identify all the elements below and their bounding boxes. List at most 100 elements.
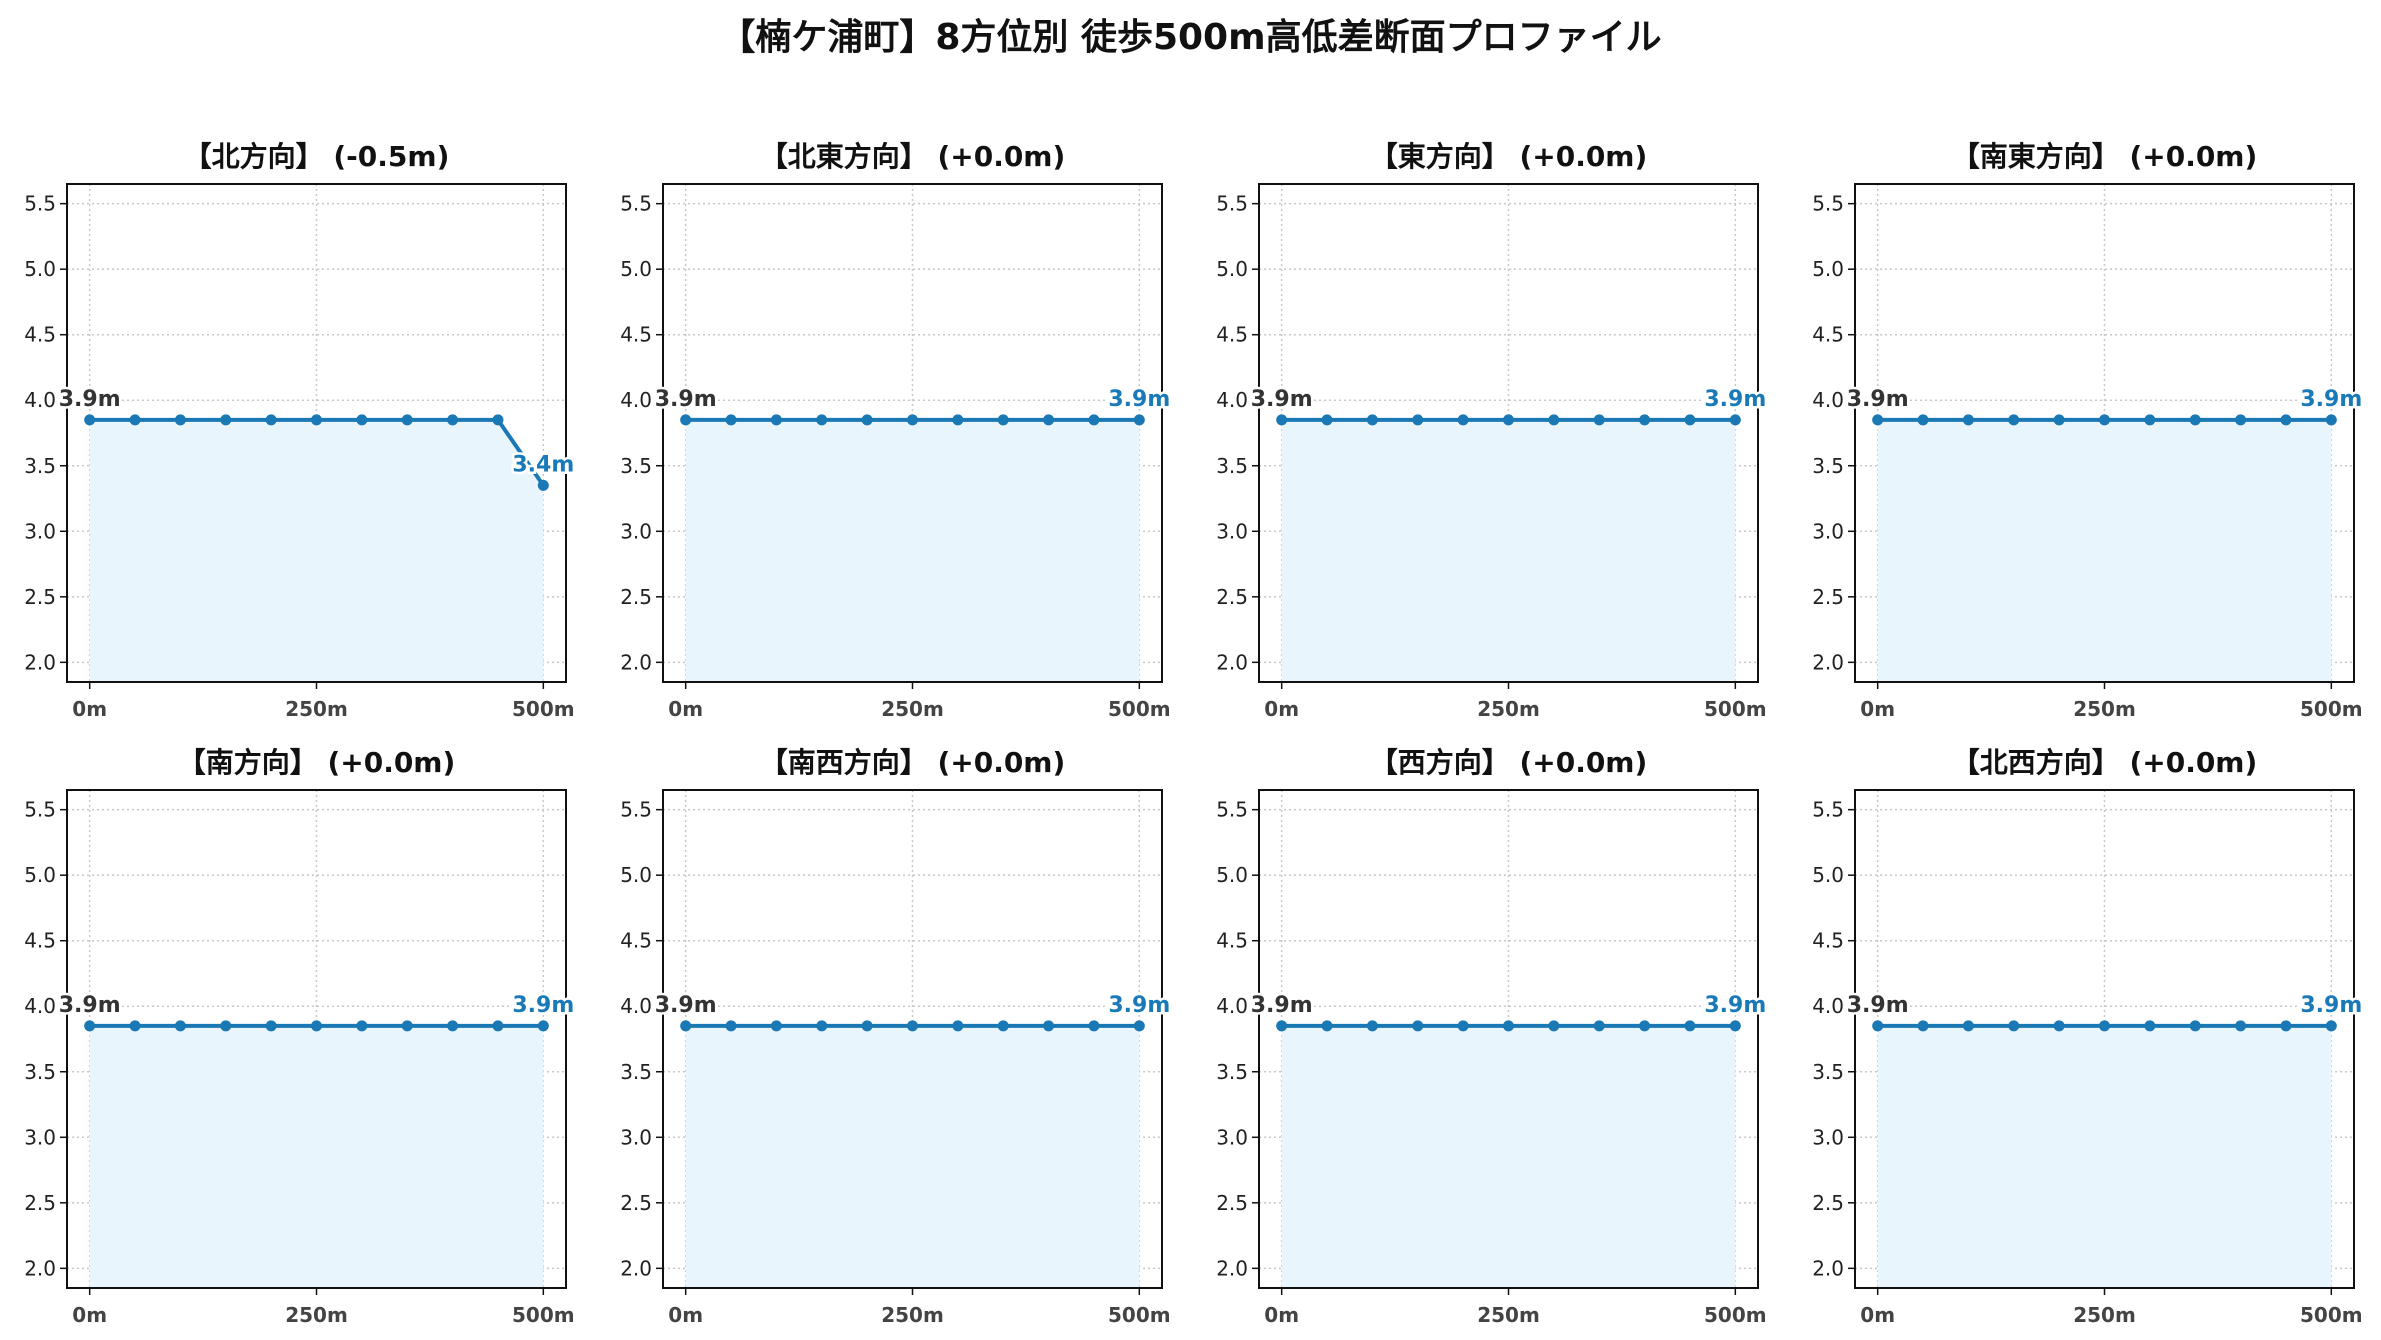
y-tick-label: 5.0 bbox=[620, 863, 652, 887]
elevation-point bbox=[816, 1020, 828, 1032]
x-tick-label: 0m bbox=[668, 1303, 703, 1327]
elevation-point bbox=[537, 479, 549, 491]
y-tick-label: 2.5 bbox=[1216, 1191, 1248, 1215]
elevation-point bbox=[1043, 414, 1055, 426]
elevation-point bbox=[492, 1020, 504, 1032]
elevation-point bbox=[1276, 414, 1288, 426]
profile-panel-5: 【南方向】 (+0.0m) 2.0 2.5 3.0 3.5 4.0 4.5 5.0 5.5 0m 2… bbox=[24, 746, 577, 1327]
y-tick-label: 4.0 bbox=[620, 994, 652, 1018]
elevation-point bbox=[1457, 1020, 1469, 1032]
y-tick-label: 5.5 bbox=[24, 798, 56, 822]
elevation-point bbox=[1276, 1020, 1288, 1032]
elevation-point bbox=[770, 1020, 782, 1032]
end-elevation-label: 3.9m bbox=[1704, 387, 1766, 412]
y-tick-label: 2.0 bbox=[24, 650, 56, 674]
panel-title: 【北西方向】 (+0.0m) bbox=[1952, 746, 2258, 779]
end-elevation-label: 3.9m bbox=[2300, 387, 2362, 412]
x-tick-label: 250m bbox=[285, 697, 348, 721]
y-tick-label: 3.5 bbox=[620, 1060, 652, 1084]
y-tick-label: 3.0 bbox=[1812, 519, 1844, 543]
start-elevation-label: 3.9m bbox=[59, 387, 121, 412]
y-tick-label: 3.5 bbox=[620, 454, 652, 478]
start-elevation-label: 3.9m bbox=[655, 993, 717, 1018]
start-elevation-label: 3.9m bbox=[1847, 387, 1909, 412]
elevation-point bbox=[1593, 414, 1605, 426]
y-tick-label: 3.5 bbox=[1216, 454, 1248, 478]
panel-title: 【南西方向】 (+0.0m) bbox=[760, 746, 1066, 779]
elevation-point bbox=[2235, 414, 2247, 426]
elevation-area bbox=[1281, 1025, 1736, 1288]
y-tick-label: 3.0 bbox=[24, 1125, 56, 1149]
x-tick-label: 500m bbox=[1108, 697, 1171, 721]
x-tick-label: 250m bbox=[1477, 1303, 1540, 1327]
elevation-point bbox=[401, 1020, 413, 1032]
elevation-point bbox=[1917, 1020, 1929, 1032]
elevation-point bbox=[1593, 1020, 1605, 1032]
panel-title: 【西方向】 (+0.0m) bbox=[1370, 746, 1648, 779]
elevation-point bbox=[2099, 1020, 2110, 1032]
elevation-point bbox=[907, 414, 918, 426]
elevation-point bbox=[1639, 414, 1651, 426]
elevation-point bbox=[492, 414, 504, 426]
y-tick-label: 2.0 bbox=[1812, 1256, 1844, 1280]
y-tick-label: 2.5 bbox=[1216, 585, 1248, 609]
y-tick-label: 2.5 bbox=[1812, 1191, 1844, 1215]
elevation-point bbox=[537, 1020, 549, 1032]
elevation-point bbox=[1962, 1020, 1974, 1032]
start-elevation-label: 3.9m bbox=[1847, 993, 1909, 1018]
elevation-point bbox=[174, 414, 186, 426]
elevation-point bbox=[861, 414, 873, 426]
start-elevation-label: 3.9m bbox=[1251, 387, 1313, 412]
y-tick-label: 3.0 bbox=[1216, 1125, 1248, 1149]
y-tick-label: 3.0 bbox=[1812, 1125, 1844, 1149]
y-tick-label: 3.0 bbox=[24, 519, 56, 543]
elevation-point bbox=[1729, 1020, 1741, 1032]
y-tick-label: 4.5 bbox=[24, 323, 56, 347]
elevation-point bbox=[1321, 1020, 1333, 1032]
y-tick-label: 5.0 bbox=[620, 257, 652, 281]
x-tick-label: 0m bbox=[1860, 697, 1895, 721]
x-tick-label: 500m bbox=[2300, 1303, 2363, 1327]
x-tick-label: 0m bbox=[1860, 1303, 1895, 1327]
elevation-point bbox=[1548, 414, 1560, 426]
end-elevation-label: 3.9m bbox=[1704, 993, 1766, 1018]
y-tick-label: 2.0 bbox=[24, 1256, 56, 1280]
y-tick-label: 5.0 bbox=[1216, 863, 1248, 887]
elevation-point bbox=[1917, 414, 1929, 426]
y-tick-label: 2.0 bbox=[1812, 650, 1844, 674]
elevation-point bbox=[2325, 414, 2337, 426]
elevation-point bbox=[770, 414, 782, 426]
panel-title: 【南東方向】 (+0.0m) bbox=[1952, 140, 2258, 173]
y-tick-label: 5.0 bbox=[1216, 257, 1248, 281]
elevation-point bbox=[1503, 1020, 1514, 1032]
y-tick-label: 2.5 bbox=[1812, 585, 1844, 609]
x-tick-label: 0m bbox=[1264, 1303, 1299, 1327]
elevation-point bbox=[952, 1020, 964, 1032]
elevation-point bbox=[1639, 1020, 1651, 1032]
elevation-point bbox=[2008, 414, 2020, 426]
end-elevation-label: 3.9m bbox=[2300, 993, 2362, 1018]
elevation-point bbox=[997, 1020, 1009, 1032]
y-tick-label: 4.0 bbox=[1812, 388, 1844, 412]
elevation-point bbox=[311, 414, 322, 426]
y-tick-label: 5.5 bbox=[620, 192, 652, 216]
x-tick-label: 500m bbox=[512, 1303, 575, 1327]
elevation-point bbox=[2189, 1020, 2201, 1032]
y-tick-label: 4.5 bbox=[620, 323, 652, 347]
elevation-point bbox=[725, 414, 737, 426]
elevation-point bbox=[129, 1020, 141, 1032]
y-tick-label: 4.0 bbox=[24, 388, 56, 412]
elevation-point bbox=[447, 414, 459, 426]
elevation-area bbox=[685, 419, 1140, 682]
y-tick-label: 5.0 bbox=[1812, 257, 1844, 281]
x-tick-label: 250m bbox=[2073, 1303, 2136, 1327]
y-tick-label: 5.5 bbox=[1812, 192, 1844, 216]
elevation-point bbox=[220, 1020, 232, 1032]
y-tick-label: 5.5 bbox=[24, 192, 56, 216]
y-tick-label: 5.5 bbox=[620, 798, 652, 822]
elevation-point bbox=[1684, 414, 1696, 426]
x-tick-label: 250m bbox=[881, 697, 944, 721]
elevation-point bbox=[129, 414, 141, 426]
elevation-point bbox=[1133, 414, 1145, 426]
